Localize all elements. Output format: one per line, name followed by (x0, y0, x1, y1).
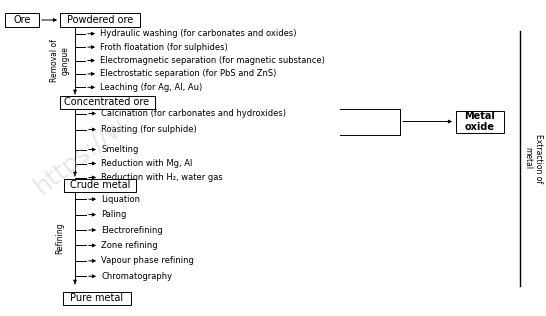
Text: Electromagnetic separation (for magnetic substance): Electromagnetic separation (for magnetic… (100, 56, 325, 65)
Text: Calcination (for carbonates and hydroxides): Calcination (for carbonates and hydroxid… (101, 109, 286, 118)
Text: Ore: Ore (13, 15, 31, 25)
Text: Electrostatic separation (for PbS and ZnS): Electrostatic separation (for PbS and Zn… (100, 70, 276, 78)
FancyBboxPatch shape (60, 13, 140, 27)
FancyBboxPatch shape (63, 291, 131, 305)
Text: Zone refining: Zone refining (101, 241, 158, 250)
Text: Powdered ore: Powdered ore (67, 15, 133, 25)
Text: Vapour phase refining: Vapour phase refining (101, 256, 194, 265)
FancyBboxPatch shape (60, 95, 155, 108)
Text: https://w: https://w (30, 113, 132, 199)
Text: Froth floatation (for sulphides): Froth floatation (for sulphides) (100, 43, 228, 52)
Text: Liquation: Liquation (101, 195, 140, 204)
Text: Pure metal: Pure metal (70, 293, 123, 303)
Text: Reduction with Mg, Al: Reduction with Mg, Al (101, 159, 192, 168)
FancyBboxPatch shape (5, 13, 39, 27)
Text: Concentrated ore: Concentrated ore (64, 97, 150, 107)
Text: Smelting: Smelting (101, 145, 138, 154)
Text: Metal
oxide: Metal oxide (465, 111, 495, 132)
Text: Crude metal: Crude metal (70, 180, 130, 190)
Text: Leaching (for Ag, Al, Au): Leaching (for Ag, Al, Au) (100, 83, 202, 92)
Text: Hydraulic washing (for carbonates and oxides): Hydraulic washing (for carbonates and ox… (100, 29, 296, 38)
Text: Paling: Paling (101, 210, 126, 219)
Text: Chromatography: Chromatography (101, 272, 172, 281)
Text: Extraction of
metal: Extraction of metal (523, 134, 543, 183)
Text: Electrorefining: Electrorefining (101, 226, 163, 234)
Text: Removal of
gangue: Removal of gangue (50, 39, 70, 82)
Text: Reduction with H₂, water gas: Reduction with H₂, water gas (101, 173, 223, 182)
FancyBboxPatch shape (456, 111, 504, 132)
Text: Refining: Refining (56, 222, 64, 253)
FancyBboxPatch shape (64, 179, 136, 191)
Text: Roasting (for sulphide): Roasting (for sulphide) (101, 125, 197, 134)
